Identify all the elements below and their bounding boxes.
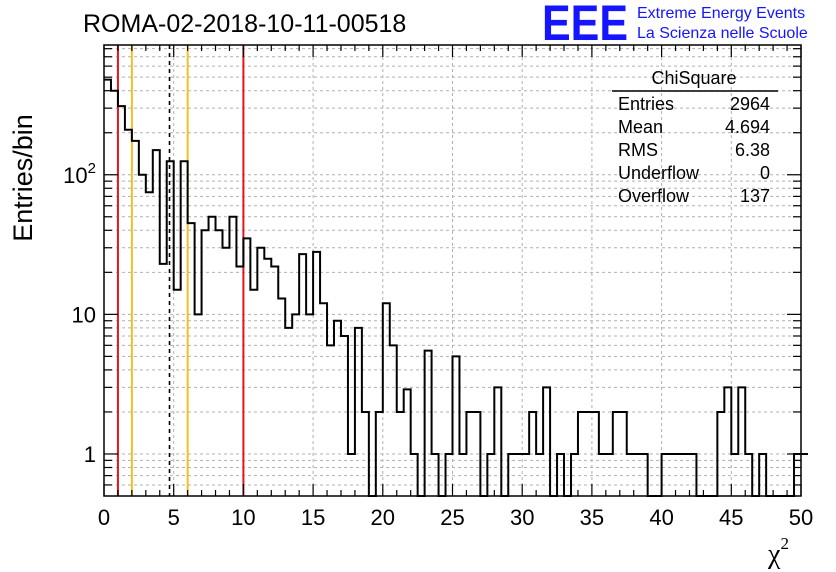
stats-box-rows: Entries 2964 Mean 4.694 RMS 6.38 Underflow 0 Ove…	[618, 94, 770, 206]
stats-row-value: 6.38	[735, 140, 770, 160]
histogram-outline	[104, 78, 808, 497]
stats-row-value: 2964	[730, 94, 770, 114]
stats-row-value: 137	[740, 186, 770, 206]
y-tick-label: 1	[84, 442, 96, 467]
x-tick-labels: 0 5 10 15 20 25 30 35 40 45 50	[98, 505, 813, 530]
x-tick-label: 30	[510, 505, 534, 530]
x-tick-label: 10	[231, 505, 255, 530]
logo-line-2: La Scienza nelle Scuole	[637, 25, 808, 42]
stats-row-label: RMS	[618, 140, 658, 160]
x-tick-label: 45	[719, 505, 743, 530]
stats-row-label: Underflow	[618, 163, 700, 183]
x-tick-label: 20	[371, 505, 395, 530]
stats-row-label: Entries	[618, 94, 674, 114]
stats-row-value: 4.694	[725, 117, 770, 137]
eee-logo: EEE Extreme Energy Events La Scienza nel…	[542, 0, 808, 51]
stats-box: ChiSquare Entries 2964 Mean 4.694 RMS 6.38 Und…	[612, 68, 778, 206]
reference-lines	[116, 45, 245, 496]
axis-ticks	[103, 45, 802, 496]
x-tick-label: 35	[580, 505, 604, 530]
y-axis-label: Entries/bin	[8, 114, 38, 242]
stats-row-value: 0	[760, 163, 770, 183]
x-tick-label: 0	[98, 505, 110, 530]
x-tick-label: 50	[789, 505, 813, 530]
stats-box-title: ChiSquare	[651, 68, 736, 88]
logo-line-1: Extreme Energy Events	[637, 5, 805, 22]
stats-row-label: Overflow	[618, 186, 690, 206]
stats-row-label: Mean	[618, 117, 663, 137]
x-tick-label: 25	[440, 505, 464, 530]
x-axis-label: χ2	[767, 534, 789, 570]
y-tick-label: 10	[72, 302, 96, 327]
x-tick-label: 15	[301, 505, 325, 530]
x-tick-label: 5	[168, 505, 180, 530]
eee-logo-mark: EEE	[542, 0, 628, 51]
y-tick-label: 102	[63, 160, 96, 188]
x-tick-label: 40	[649, 505, 673, 530]
chart-title: ROMA-02-2018-10-11-00518	[83, 10, 406, 38]
y-tick-labels: 1 10 102	[63, 160, 96, 467]
